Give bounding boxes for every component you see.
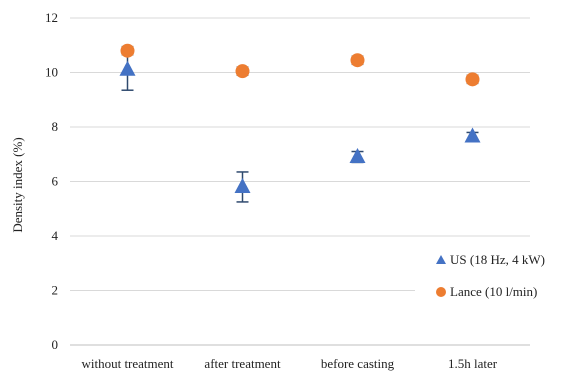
legend-triangle-icon — [436, 255, 446, 264]
x-tick-label: without treatment — [81, 356, 173, 371]
legend-circle-icon — [436, 287, 446, 297]
y-tick-label: 8 — [52, 119, 59, 134]
lance-point — [120, 43, 135, 58]
y-tick-label: 0 — [52, 337, 59, 352]
y-tick-label: 12 — [45, 10, 58, 25]
x-axis-ticks: without treatment after treatment before c… — [81, 356, 497, 371]
y-tick-label: 6 — [52, 174, 59, 189]
y-axis-ticks: 0 2 4 6 8 10 12 — [45, 10, 59, 352]
lance-point — [465, 72, 480, 87]
us-point — [464, 127, 481, 143]
y-tick-label: 10 — [45, 65, 58, 80]
lance-point — [235, 64, 250, 79]
legend-label: Lance (10 l/min) — [450, 284, 537, 299]
x-tick-label: 1.5h later — [448, 356, 498, 371]
y-axis-title: Density index (%) — [10, 137, 25, 232]
x-tick-label: before casting — [321, 356, 395, 371]
legend-label: US (18 Hz, 4 kW) — [450, 252, 545, 267]
us-point — [119, 60, 136, 76]
data-marks — [119, 43, 481, 203]
x-tick-label: after treatment — [204, 356, 281, 371]
lance-point — [350, 53, 365, 68]
us-point — [349, 147, 366, 163]
legend: US (18 Hz, 4 kW) Lance (10 l/min) — [415, 244, 565, 306]
us-point — [234, 177, 251, 193]
gridlines — [70, 17, 530, 346]
y-tick-label: 2 — [52, 283, 59, 298]
y-tick-label: 4 — [52, 228, 59, 243]
